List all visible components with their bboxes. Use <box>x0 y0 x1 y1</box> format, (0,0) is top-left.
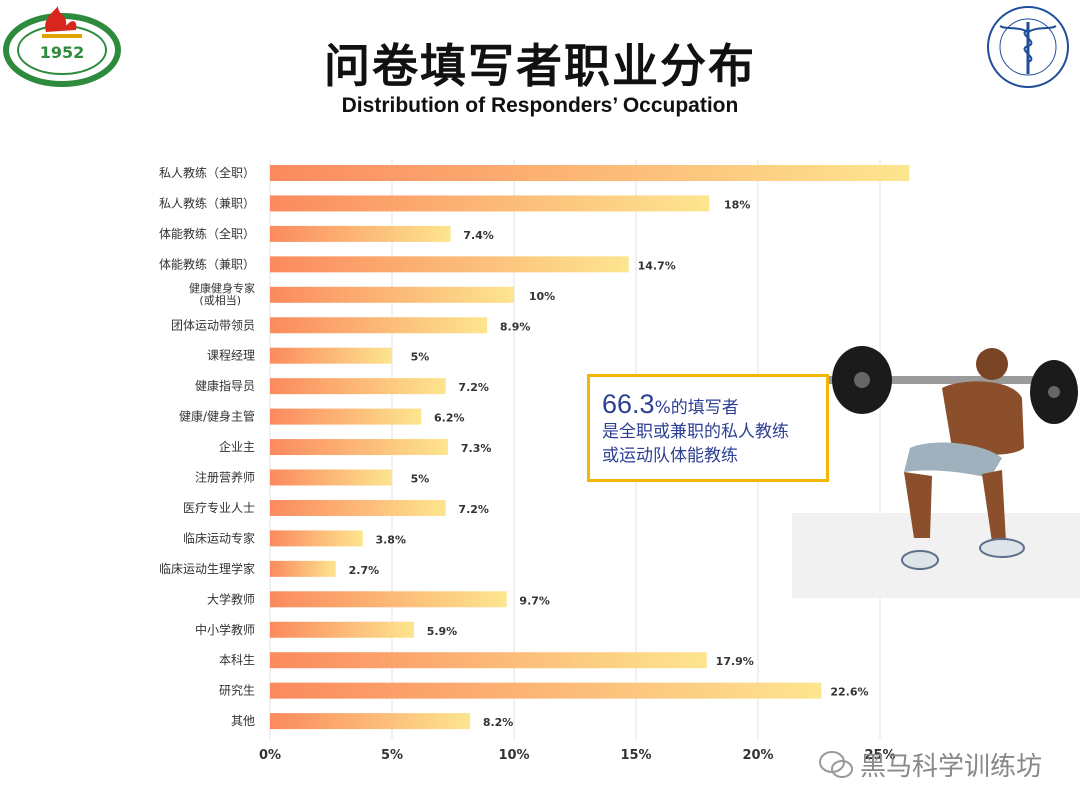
data-label: 7.4% <box>463 229 494 242</box>
callout-line-1-text: %的填写者 <box>654 398 739 418</box>
page-subtitle: Distribution of Responders’ Occupation <box>341 94 739 117</box>
bar <box>270 621 414 638</box>
data-label: 10% <box>529 290 555 303</box>
bar <box>270 713 471 730</box>
data-label: 5.9% <box>427 625 458 638</box>
bar <box>270 286 514 303</box>
category-label: 中小学教师 <box>195 622 255 637</box>
bar <box>270 682 822 699</box>
bar <box>270 195 710 212</box>
category-label: 健康指导员 <box>195 378 255 393</box>
bar <box>270 469 392 486</box>
bar <box>270 499 446 516</box>
data-label: 8.2% <box>483 716 514 729</box>
callout-line-2: 是全职或兼职的私人教练 <box>602 422 789 442</box>
data-label: 7.3% <box>461 442 492 455</box>
bar <box>270 652 707 669</box>
data-label: 22.6% <box>830 686 868 699</box>
summary-callout: 66.3%的填写者 是全职或兼职的私人教练 或运动队体能教练 <box>587 374 829 482</box>
category-label: 本科生 <box>219 653 255 667</box>
callout-line-1: 66.3%的填写者 <box>602 389 814 420</box>
data-label: 7.2% <box>458 503 489 516</box>
page-title: 问卷填写者职业分布 <box>324 39 756 93</box>
category-label: 健康健身专家(或相当) <box>189 281 255 307</box>
callout-line-3: 或运动队体能教练 <box>602 446 738 466</box>
x-tick-label: 25% <box>864 748 895 763</box>
watermark: 黑马科学训练坊 <box>810 744 1070 784</box>
data-label: 7.2% <box>458 381 489 394</box>
bar <box>270 378 446 395</box>
x-tick-label: 0% <box>259 748 281 763</box>
category-label: 医疗专业人士 <box>183 500 255 515</box>
category-label: 企业主 <box>219 439 255 454</box>
category-label: 临床运动专家 <box>183 530 255 545</box>
callout-percent: 66.3 <box>602 389 655 419</box>
bar <box>270 225 451 242</box>
category-label: 课程经理 <box>207 348 255 363</box>
data-label: 18% <box>724 198 750 211</box>
bar <box>270 347 392 364</box>
watermark-text: 黑马科学训练坊 <box>860 752 1043 782</box>
category-label: 注册营养师 <box>195 470 255 485</box>
category-label: 私人教练（全职） <box>159 165 255 180</box>
data-label: 5% <box>411 473 430 486</box>
bar <box>270 408 422 425</box>
logo-year: 1952 <box>40 43 85 62</box>
data-label: 8.9% <box>500 320 531 333</box>
category-label: 体能教练（全职） <box>159 226 255 241</box>
category-label: 其他 <box>231 714 255 728</box>
bar <box>270 256 629 273</box>
data-label: 17.9% <box>716 655 754 668</box>
x-tick-label: 5% <box>381 748 403 763</box>
category-label: 临床运动生理学家 <box>159 561 255 576</box>
data-label: 9.7% <box>519 594 550 607</box>
bar <box>270 591 507 608</box>
category-label: 私人教练（兼职） <box>159 195 255 210</box>
data-label: 2.7% <box>349 564 380 577</box>
wechat-icon <box>818 750 854 787</box>
bar <box>270 439 449 456</box>
bar <box>270 165 910 181</box>
acsm-logo <box>978 2 1078 92</box>
data-label: 6.2% <box>434 412 465 425</box>
category-label: 团体运动带领员 <box>171 318 255 332</box>
x-tick-label: 10% <box>498 748 529 763</box>
bar <box>270 530 363 547</box>
bar <box>270 317 488 334</box>
data-label: 3.8% <box>375 533 406 546</box>
category-label: 体能教练（兼职） <box>159 256 255 271</box>
data-label: 5% <box>411 351 430 364</box>
data-label: 14.7% <box>638 259 676 272</box>
category-label: 健康/健身主管 <box>179 409 255 424</box>
x-tick-label: 15% <box>620 748 651 763</box>
bar <box>270 560 336 577</box>
category-label: 研究生 <box>219 683 255 698</box>
athlete-squat-photo <box>792 338 1080 598</box>
x-tick-label: 20% <box>742 748 773 763</box>
category-label: 大学教师 <box>207 591 255 606</box>
university-logo: 1952 <box>2 2 122 92</box>
